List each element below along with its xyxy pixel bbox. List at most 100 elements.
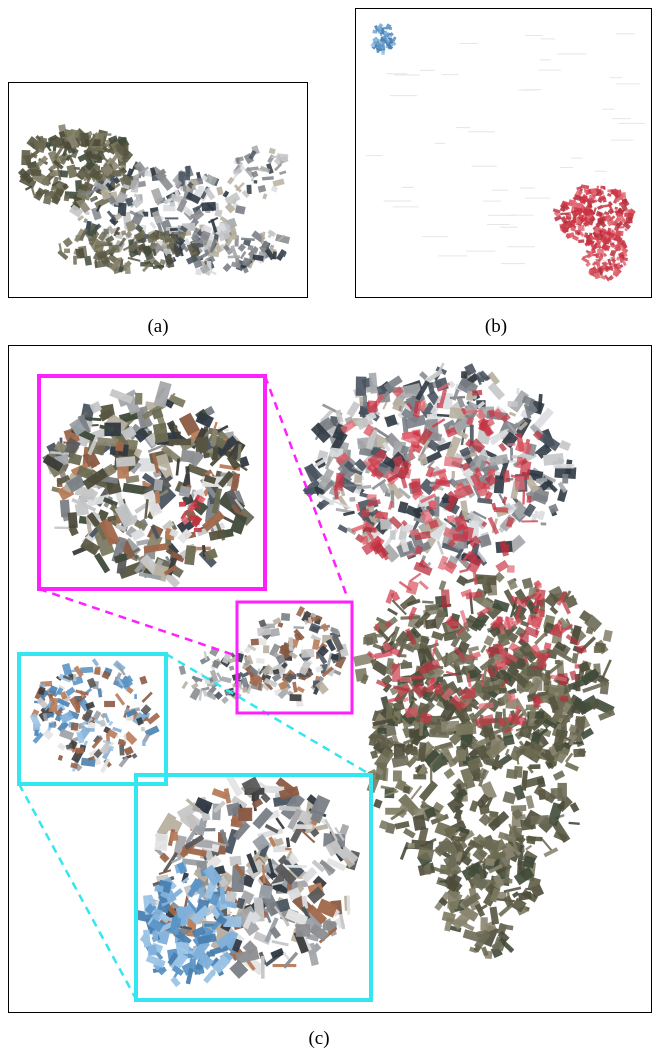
cloud-shard [480,781,498,801]
cloud-shard [580,668,601,686]
cloud-shard [190,514,203,528]
cloud-shard [40,178,51,187]
cloud-shard [537,510,546,521]
cloud-shard [114,672,122,682]
cloud-shard [134,224,144,233]
cloud-shard [211,659,221,669]
cloud-shard [509,669,530,689]
cloud-shard [361,537,382,556]
cloud-shard [506,578,518,591]
cloud-shard [65,743,73,750]
cloud-shard [75,689,89,696]
cloud-shard [587,233,595,241]
cloud-shard [604,214,613,223]
cloud-shard [83,218,88,224]
cloud-shard [252,254,264,262]
cloud-shard [467,535,482,549]
cloud-shard [589,243,594,247]
cloud-shard [242,257,252,267]
cloud-shard [485,642,505,658]
cloud-shard [426,439,440,452]
cloud-shard [162,851,179,873]
cloud-shard [73,673,77,682]
cloud-shard [57,720,70,733]
cloud-shard [103,228,109,235]
cloud-shard [413,561,433,576]
cloud-shard [264,247,276,261]
cloud-shard [115,523,127,533]
cloud-shard [436,437,447,446]
cloud-shard [615,220,624,228]
cloud-shard [67,512,78,529]
cloud-shard [136,539,150,546]
cloud-shard [406,598,421,607]
cloud-shard [408,689,415,704]
cloud-shard [568,821,580,825]
cloud-shard [261,664,273,676]
cloud-shard [349,497,356,502]
cloud-shard [571,652,579,664]
cloud-shard [533,696,543,706]
cloud-shard [134,392,143,405]
cloud-shard [343,460,354,471]
cloud-shard [395,639,416,653]
cloud-shard [344,484,362,487]
cloud-shard [474,467,483,478]
cloud-shard [551,647,573,663]
cloud-shard [547,802,564,827]
cloud-shard [411,675,424,680]
cloud-shard [142,733,151,743]
cloud-shard [130,461,142,475]
cloud-shard [401,408,420,424]
cloud-shard [128,249,139,259]
cloud-shard [57,152,70,163]
cloud-shard [592,231,599,239]
cloud-shard [42,712,49,722]
cloud-shard [565,711,574,719]
cloud-shard [151,210,163,226]
cloud-shard [504,868,511,884]
magenta-zoom-inset [42,380,255,589]
cloud-shard [382,682,392,693]
cloud-shard [393,743,405,759]
cloud-shard [402,785,411,794]
cloud-shard [170,831,179,842]
cloud-shard [379,38,383,42]
cloud-shard [144,725,160,738]
cloud-shard [240,677,250,690]
cloud-shard [370,41,375,47]
cloud-shard [246,683,253,695]
cloud-shard [125,230,133,239]
cloud-shard [149,167,157,176]
cloud-shard [510,500,529,520]
cloud-shard [185,165,191,181]
cloud-shard [202,689,208,697]
cloud-shard [540,522,547,526]
cloud-shard [596,204,604,210]
cloud-shard [219,829,230,848]
cloud-shard [272,668,280,675]
cloud-shard [487,468,495,476]
cloud-shard [265,913,272,924]
cloud-shard [474,930,491,950]
cloud-shard [285,837,291,848]
cloud-shard [191,675,203,683]
cloud-shard [493,507,509,513]
cloud-shard [275,654,286,665]
cloud-shard [281,661,288,669]
cloud-shard [417,765,428,776]
cloud-shard [123,143,129,157]
cloud-shard [170,976,181,988]
caption-a: (a) [147,316,169,337]
cloud-shard [467,645,480,653]
cloud-shard [56,474,71,485]
cloud-shard [412,489,424,501]
cloud-shard [120,425,137,441]
cloud-shard [337,524,349,534]
cloud-shard [326,857,347,872]
cloud-shard [454,481,465,492]
cloud-shard [559,223,569,233]
cloud-shard [329,447,344,458]
cloud-shard [109,388,134,404]
cloud-shard [431,630,445,641]
